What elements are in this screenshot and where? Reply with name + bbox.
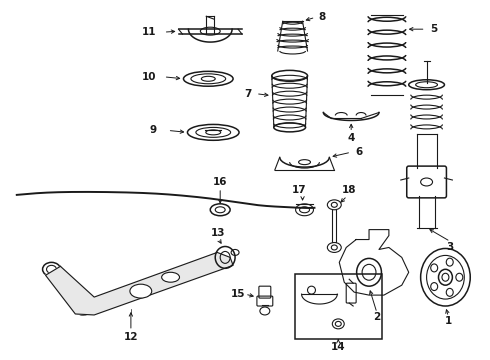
Text: 9: 9 [149,125,156,135]
Text: 15: 15 [231,289,245,299]
Ellipse shape [162,272,179,282]
Text: 18: 18 [342,185,356,195]
Ellipse shape [130,284,152,298]
Text: 3: 3 [447,243,454,252]
Text: 6: 6 [355,147,363,157]
Text: 7: 7 [245,89,252,99]
Text: 5: 5 [430,24,437,34]
Text: 2: 2 [373,312,381,322]
Text: 14: 14 [331,342,345,352]
Text: 1: 1 [445,316,452,326]
Text: 11: 11 [142,27,156,37]
Text: 13: 13 [211,228,225,238]
Text: 4: 4 [347,133,355,143]
Text: 12: 12 [123,332,138,342]
Text: 8: 8 [319,12,326,22]
Text: 10: 10 [142,72,156,82]
Text: 16: 16 [213,177,227,187]
Text: 17: 17 [292,185,307,195]
Polygon shape [46,252,233,315]
